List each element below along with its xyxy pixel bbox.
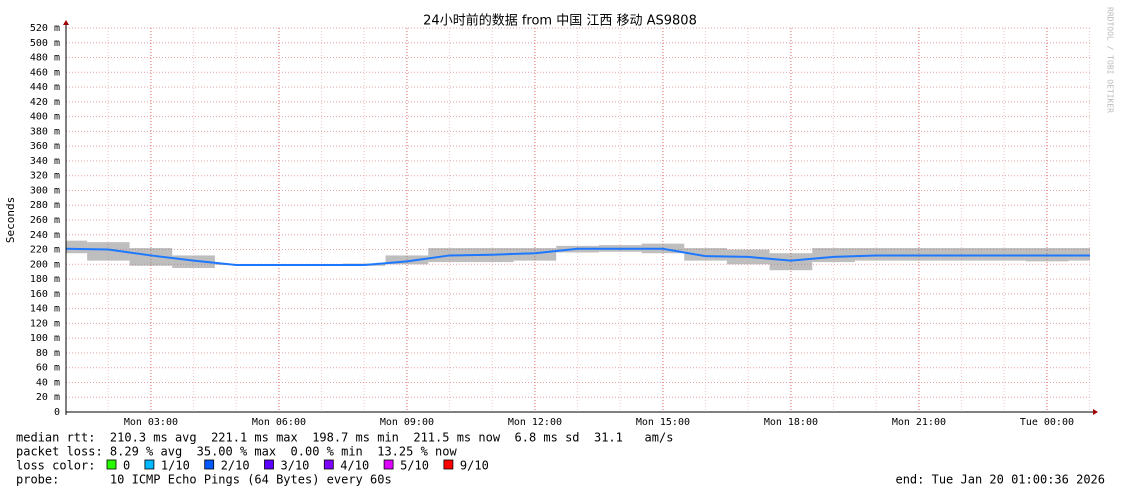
legend-label: 9/10	[460, 459, 489, 473]
y-axis-label: Seconds	[4, 197, 17, 243]
smoke-band	[66, 240, 88, 254]
smoke-band	[1068, 248, 1090, 261]
y-tick-label: 100 m	[30, 333, 60, 344]
y-tick-label: 400 m	[30, 112, 60, 123]
x-tick-label: Mon 12:00	[508, 417, 562, 428]
end-text: end: Tue Jan 20 01:00:36 2026	[895, 473, 1105, 487]
y-tick-label: 260 m	[30, 215, 60, 226]
y-tick-label: 160 m	[30, 289, 60, 300]
y-tick-label: 80 m	[36, 348, 60, 359]
x-tick-label: Mon 03:00	[124, 417, 178, 428]
side-text: RRDTOOL / TOBI OETIKER	[1106, 7, 1115, 113]
y-tick-label: 520 m	[30, 23, 60, 34]
x-tick-label: Mon 06:00	[252, 417, 306, 428]
legend-label: 0	[123, 459, 130, 473]
y-tick-label: 180 m	[30, 274, 60, 285]
legend-swatch	[204, 459, 215, 470]
y-tick-label: 20 m	[36, 392, 60, 403]
loss-color-label: loss color:	[16, 459, 95, 473]
smoke-band	[87, 242, 130, 261]
y-tick-label: 0	[54, 407, 60, 418]
legend-label: 2/10	[221, 459, 250, 473]
y-tick-label: 440 m	[30, 82, 60, 93]
smoke-band	[940, 248, 983, 261]
smoke-band	[812, 248, 855, 263]
y-tick-label: 60 m	[36, 363, 60, 374]
y-tick-label: 120 m	[30, 318, 60, 329]
smoke-band	[769, 253, 813, 271]
y-tick-label: 200 m	[30, 259, 60, 270]
x-axis-arrow	[1093, 409, 1098, 415]
chart-title: 24小时前的数据 from 中国 江西 移动 AS9808	[423, 13, 697, 29]
y-tick-label: 480 m	[30, 53, 60, 64]
smoke-band	[129, 248, 173, 266]
x-tick-label: Mon 09:00	[380, 417, 434, 428]
y-tick-label: 360 m	[30, 141, 60, 152]
y-tick-label: 340 m	[30, 156, 60, 167]
y-tick-label: 320 m	[30, 171, 60, 182]
y-tick-label: 300 m	[30, 185, 60, 196]
legend-swatch	[264, 459, 274, 470]
smoke-band	[854, 248, 898, 261]
loss-stats: packet loss: 8.29 % avg 35.00 % max 0.00…	[16, 445, 457, 459]
x-tick-label: Mon 21:00	[892, 417, 946, 428]
y-tick-label: 380 m	[30, 126, 60, 137]
y-tick-label: 220 m	[30, 245, 60, 256]
x-tick-label: Mon 18:00	[764, 417, 818, 428]
legend-swatch	[383, 459, 394, 470]
probe-text: probe: 10 ICMP Echo Pings (64 Bytes) eve…	[16, 473, 392, 487]
median-stats: median rtt: 210.3 ms avg 221.1 ms max 19…	[16, 431, 673, 445]
legend-swatch	[144, 459, 155, 470]
median-line	[65, 247, 1090, 267]
y-tick-label: 500 m	[30, 38, 60, 49]
y-tick-label: 280 m	[30, 200, 60, 211]
y-tick-label: 420 m	[30, 97, 60, 108]
legend-label: 1/10	[161, 459, 190, 473]
smoke-band	[684, 248, 727, 261]
legend-label: 5/10	[400, 459, 429, 473]
y-tick-label: 460 m	[30, 67, 60, 78]
legend-swatch	[106, 459, 117, 470]
x-tick-label: Tue 00:00	[1020, 417, 1074, 428]
y-tick-label: 40 m	[36, 377, 60, 388]
legend-label: 3/10	[281, 459, 310, 473]
x-tick-label: Mon 15:00	[636, 417, 690, 428]
y-tick-label: 240 m	[30, 230, 60, 241]
smoke-band	[897, 248, 941, 261]
smoke-band	[982, 248, 1026, 261]
y-axis-arrow	[63, 20, 69, 25]
y-tick-label: 140 m	[30, 304, 60, 315]
legend-swatch	[443, 459, 454, 470]
legend-label: 4/10	[340, 459, 369, 473]
legend-swatch	[323, 459, 334, 470]
smoke-band	[385, 255, 429, 265]
